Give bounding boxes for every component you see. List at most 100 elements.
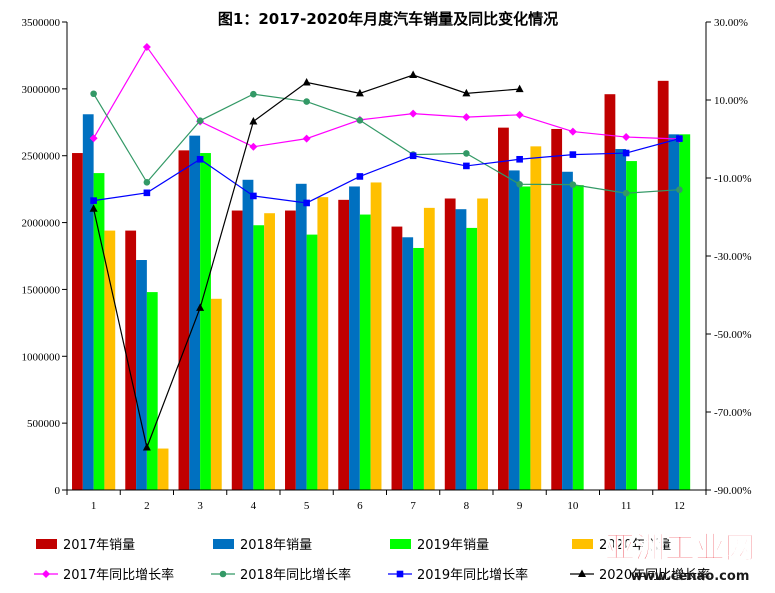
line-point (142, 442, 151, 451)
bar (455, 209, 467, 490)
bar (572, 185, 584, 491)
line-point (219, 570, 227, 578)
bar (189, 135, 201, 490)
y-right-tick-label: -70.00% (714, 407, 752, 419)
bar (402, 237, 414, 490)
x-tick-label: 11 (621, 500, 632, 512)
bar (391, 226, 403, 490)
bar (146, 292, 158, 490)
line-point (409, 70, 418, 79)
y-left-tick-label: 1000000 (22, 351, 61, 363)
bar (551, 128, 563, 490)
line-point (302, 134, 311, 143)
bar (498, 127, 509, 491)
line-point (463, 150, 470, 157)
x-tick-label: 12 (674, 500, 685, 512)
line-point (250, 192, 257, 200)
y-right-tick-label: 10.00% (714, 95, 748, 107)
bar (657, 80, 669, 490)
bars (72, 80, 691, 491)
bar (210, 298, 222, 490)
line-point (196, 303, 205, 311)
line-point (676, 135, 683, 142)
watermark-url: www.cenao.com (631, 569, 750, 584)
line-point (356, 173, 364, 180)
line-point (622, 189, 630, 197)
line-point (622, 133, 631, 142)
line-point (622, 149, 630, 157)
x-tick-label: 9 (517, 500, 523, 512)
bar (679, 134, 691, 490)
line-point (462, 88, 471, 97)
bar (317, 197, 329, 490)
bar (125, 230, 137, 490)
y-right-tick-label: -90.00% (714, 485, 752, 497)
line-point (42, 570, 50, 578)
x-tick-label: 8 (464, 500, 470, 512)
bar (178, 150, 190, 490)
line-point (302, 77, 311, 86)
bar (82, 114, 94, 491)
bar (359, 214, 371, 490)
series-line (93, 138, 680, 204)
line-point (143, 178, 151, 186)
line-point (409, 152, 417, 160)
line-point (249, 116, 258, 125)
line-point (249, 142, 258, 151)
y-left-tick-label: 2000000 (22, 218, 61, 230)
bar (508, 170, 520, 490)
line-point (462, 113, 471, 122)
line-point (90, 90, 97, 98)
bar (423, 207, 435, 490)
legend-swatch (390, 539, 411, 549)
legend-swatch (572, 539, 593, 549)
x-tick-label: 7 (410, 500, 416, 512)
legend-label: 2020年同比增长率 (599, 567, 710, 583)
legend-label: 2020年销量 (599, 538, 671, 553)
line-point (303, 98, 310, 105)
bar (338, 199, 350, 490)
line-point (250, 90, 257, 98)
watermark-logo: 亚洲工业网 www.cenao.com (605, 531, 756, 585)
line-point (568, 127, 577, 136)
bar (444, 198, 456, 490)
x-tick-label: 6 (357, 500, 363, 512)
line-point (515, 110, 524, 119)
series-line (93, 45, 680, 148)
line-point (89, 204, 98, 212)
y-right-tick-label: -30.00% (714, 251, 752, 263)
x-tick-label: 5 (304, 500, 310, 512)
line-point (569, 151, 577, 158)
bar (413, 247, 424, 490)
legend-label: 2018年销量 (240, 538, 312, 553)
y-left-tick-label: 500000 (27, 418, 61, 430)
bar (264, 213, 275, 490)
y-right-tick-label: 30.00% (714, 17, 748, 29)
line-point (396, 570, 404, 578)
y-left-tick-label: 1500000 (22, 284, 61, 296)
legend-label: 2017年同比增长率 (63, 567, 174, 583)
bar (562, 171, 573, 490)
bar (466, 227, 478, 491)
y-left-tick-label: 2500000 (22, 151, 61, 163)
x-tick-label: 1 (91, 500, 97, 512)
line-point (356, 116, 364, 124)
bar (136, 260, 147, 490)
axes: 0 500000 1000000 1500000 2000000 2500000 30000… (22, 17, 752, 512)
bar (349, 186, 360, 490)
bar (477, 198, 488, 490)
line-point (676, 186, 683, 193)
line-point (516, 155, 523, 163)
bar (200, 153, 211, 491)
x-tick-label: 10 (567, 500, 579, 512)
bar (231, 210, 243, 490)
legend-label: 2019年同比增长率 (417, 567, 528, 583)
bar (306, 234, 318, 490)
legend-label: 2019年销量 (417, 538, 489, 553)
x-tick-label: 4 (251, 500, 257, 512)
bar (242, 179, 254, 491)
bar (519, 186, 531, 490)
bar (604, 94, 616, 490)
legend-label: 2017年销量 (63, 538, 135, 553)
